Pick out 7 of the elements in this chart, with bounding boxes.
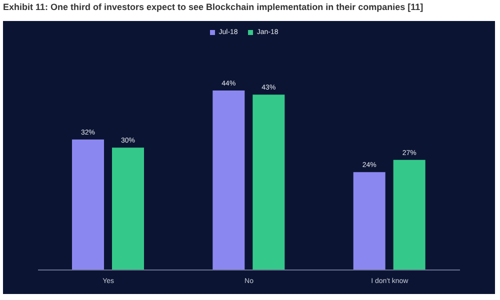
bar — [72, 139, 104, 270]
bar — [393, 160, 426, 270]
bar — [252, 94, 285, 270]
bar — [112, 148, 144, 270]
bar — [212, 90, 245, 270]
chart-title: Exhibit 11: One third of investors expect to see Blockchain implementation in their companies [11] — [3, 2, 424, 12]
bar — [353, 172, 386, 270]
